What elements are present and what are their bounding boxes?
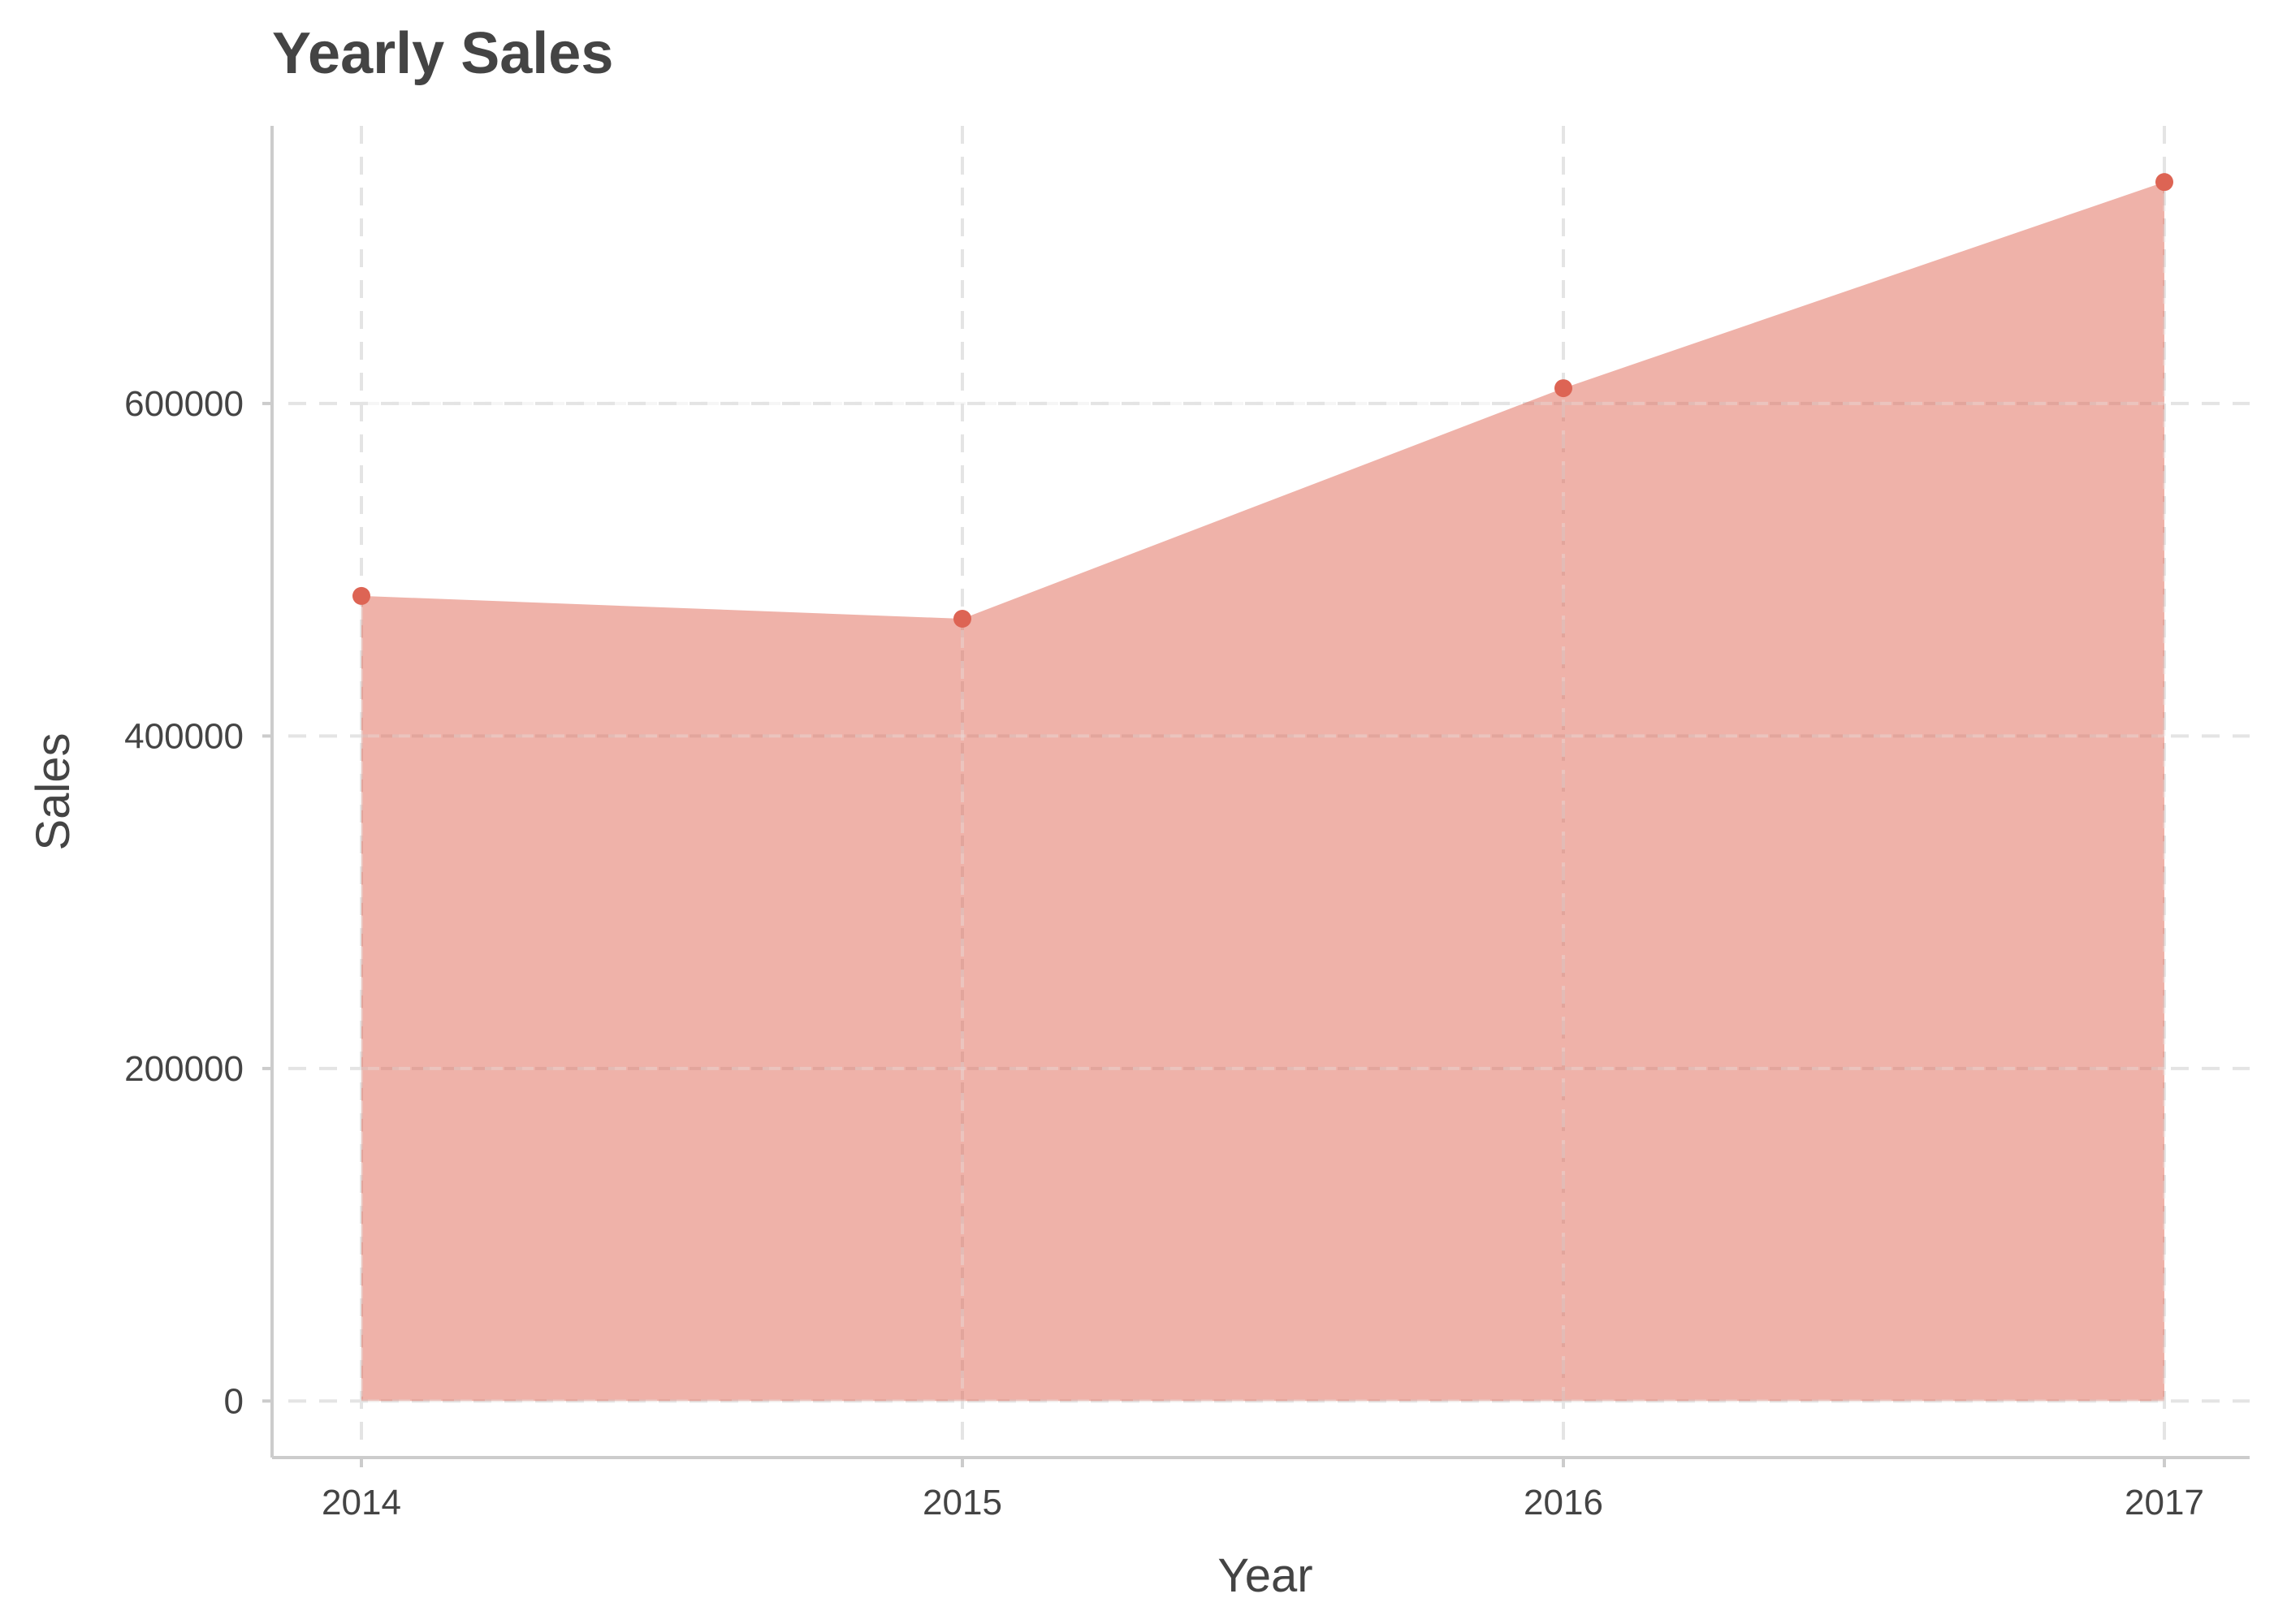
data-point <box>352 586 370 605</box>
y-tick-label: 400000 <box>124 716 244 756</box>
x-tick-label: 2014 <box>322 1483 401 1522</box>
x-tick-label: 2016 <box>1524 1483 1603 1522</box>
x-axis-title: Year <box>1217 1549 1312 1602</box>
y-tick-label: 200000 <box>124 1049 244 1089</box>
chart-title: Yearly Sales <box>272 21 613 86</box>
y-axis-title: Sales <box>27 732 80 850</box>
area-series <box>360 182 2166 1403</box>
data-point <box>2155 173 2173 192</box>
x-tick-label: 2017 <box>2125 1483 2204 1522</box>
data-point <box>1554 379 1572 398</box>
x-tick-label: 2015 <box>923 1483 1002 1522</box>
tick-labels: 0 200000 400000 600000 2014 2015 2016 2017 <box>124 384 2204 1522</box>
area-fill <box>361 182 2164 1402</box>
axes <box>262 126 2250 1467</box>
y-tick-label: 600000 <box>124 384 244 424</box>
y-tick-label: 0 <box>224 1381 244 1421</box>
data-points <box>352 173 2173 628</box>
data-point <box>953 609 971 628</box>
